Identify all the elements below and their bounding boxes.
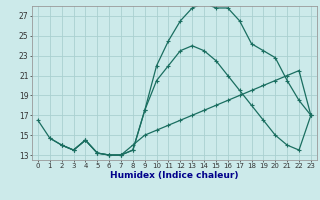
X-axis label: Humidex (Indice chaleur): Humidex (Indice chaleur) <box>110 171 239 180</box>
